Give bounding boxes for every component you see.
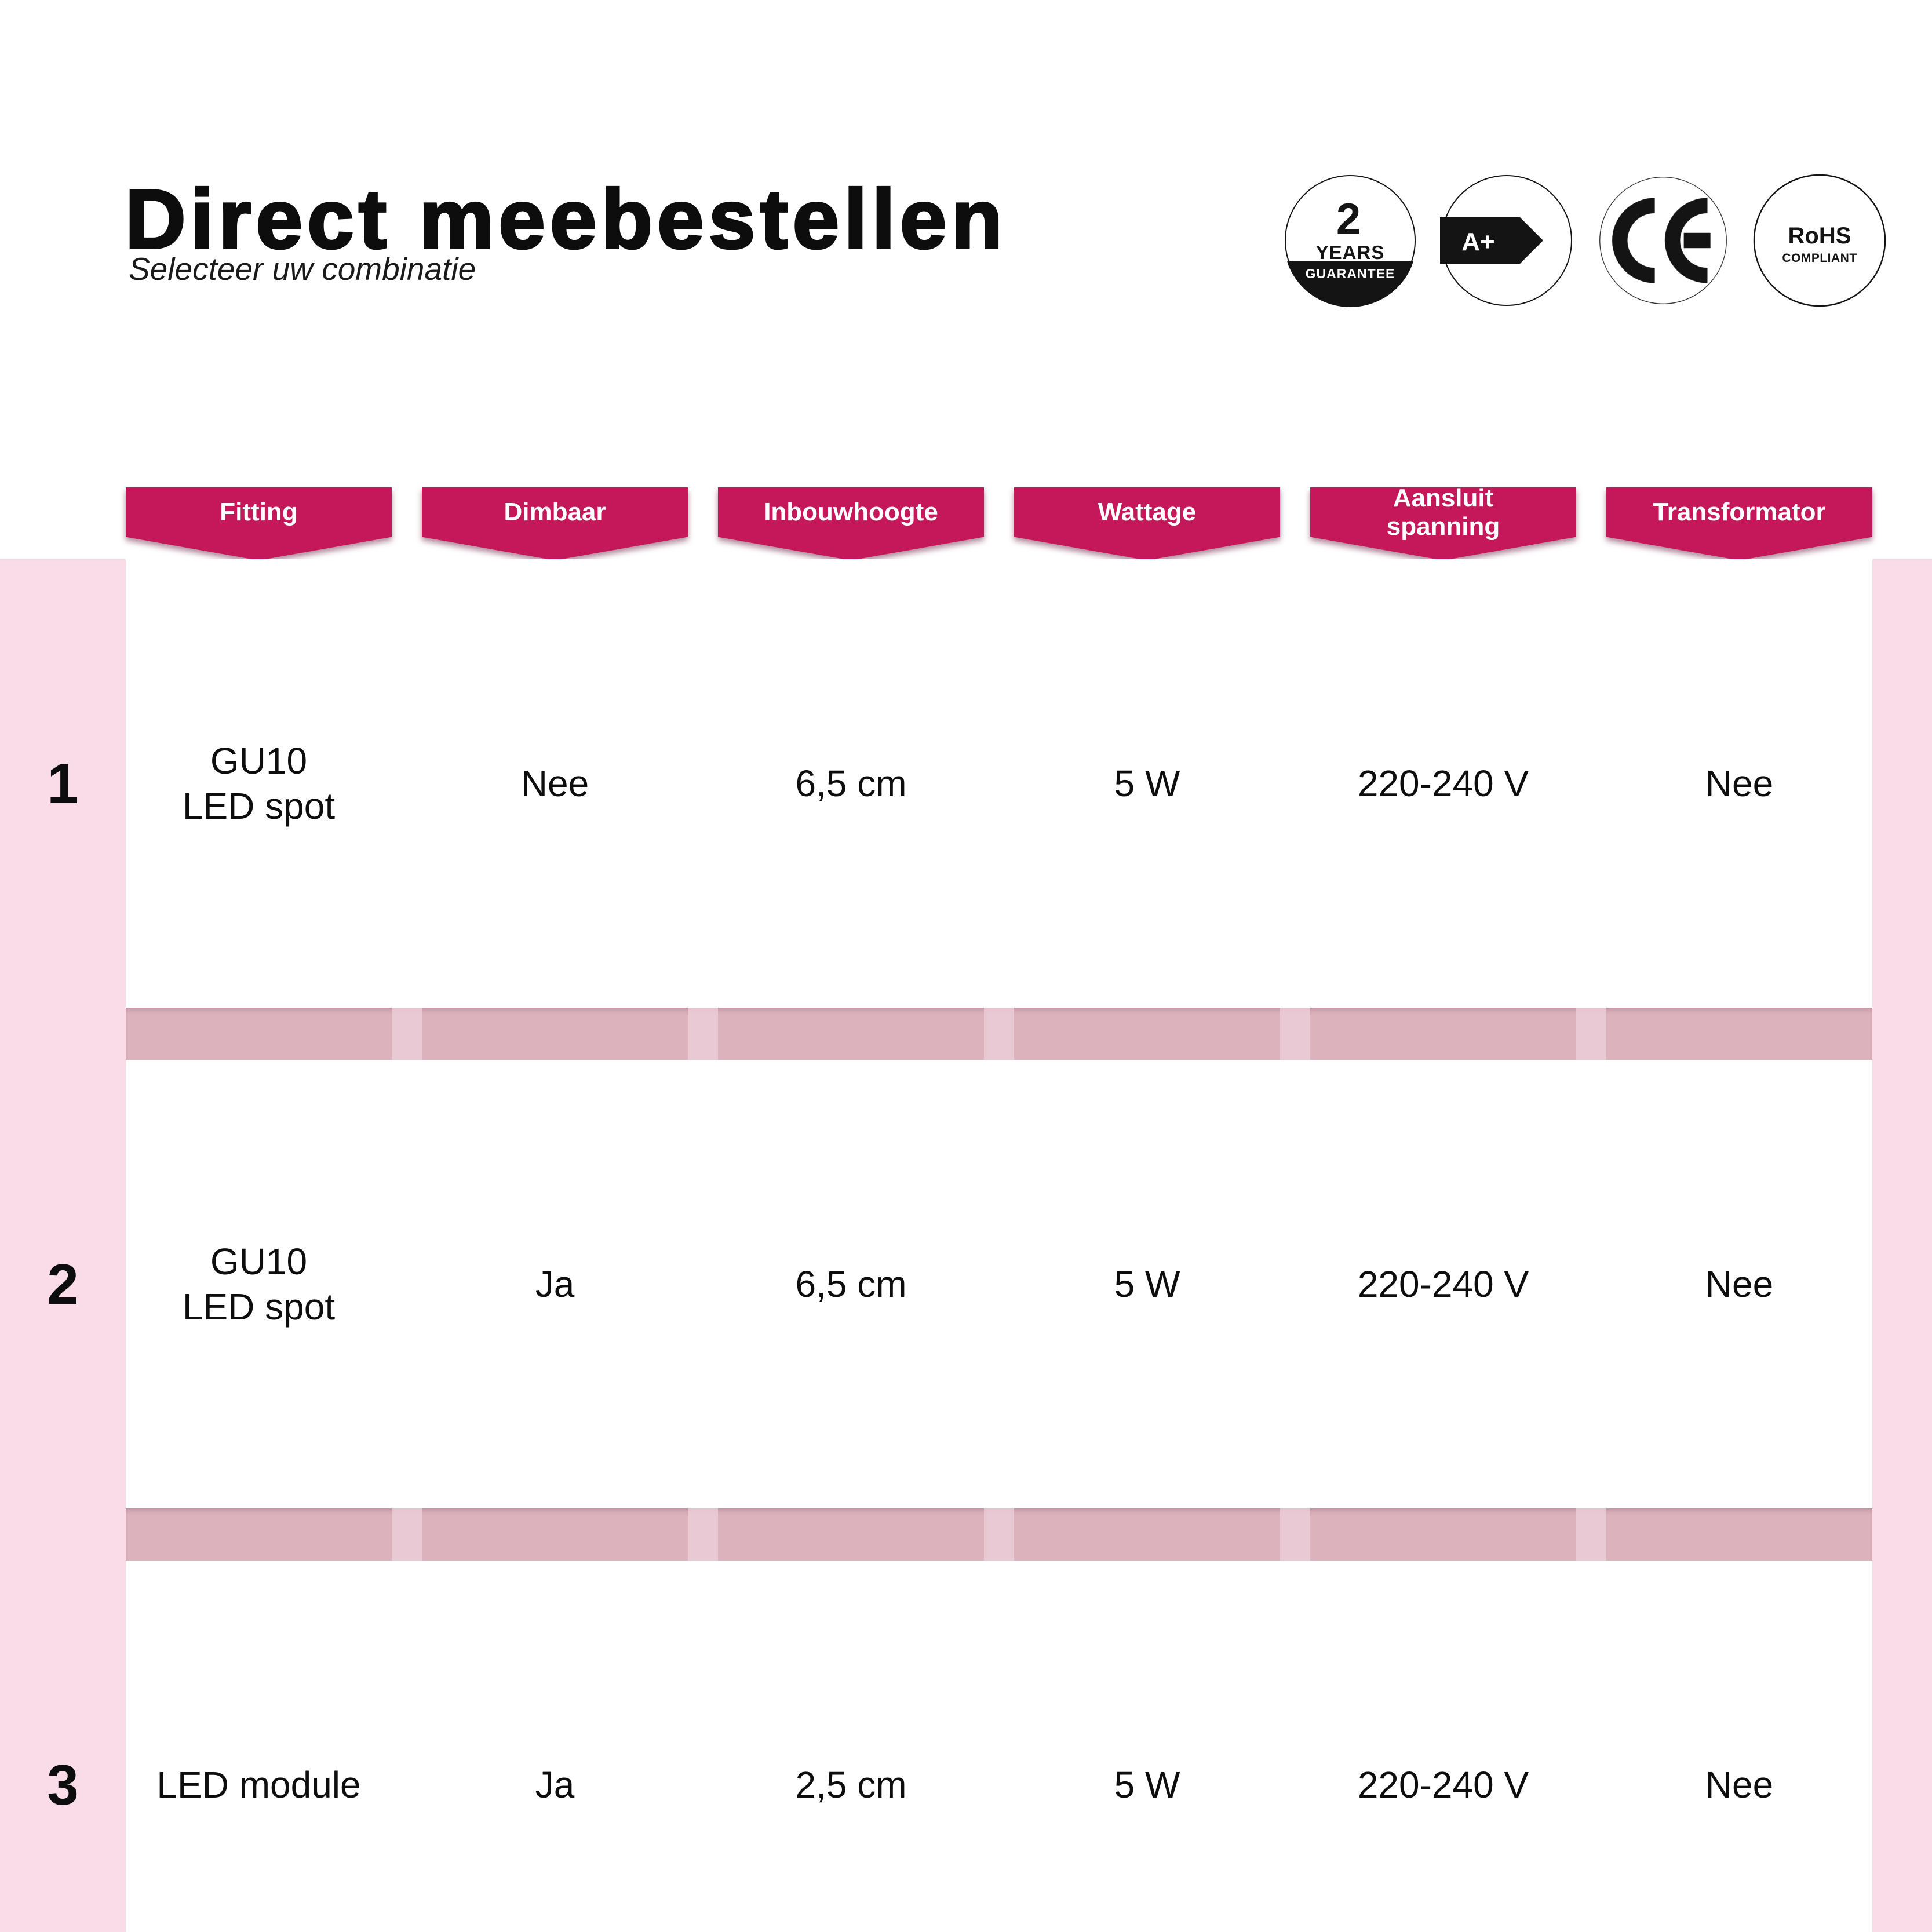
svg-text:YEARS: YEARS (1316, 242, 1385, 263)
svg-text:RoHS: RoHS (1788, 223, 1851, 249)
svg-text:A+: A+ (1461, 228, 1494, 256)
svg-text:COMPLIANT: COMPLIANT (1782, 251, 1857, 265)
svg-text:2: 2 (1336, 195, 1361, 244)
